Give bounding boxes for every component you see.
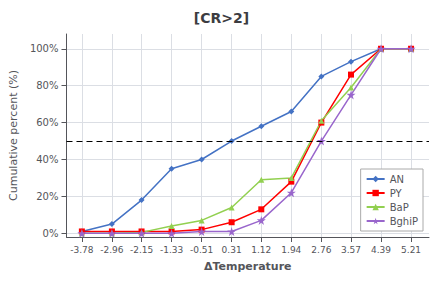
- svg-text:0%: 0%: [43, 228, 59, 239]
- svg-text:Cumulative percent (%): Cumulative percent (%): [7, 70, 20, 201]
- svg-text:BghiP: BghiP: [390, 216, 418, 227]
- svg-text:40%: 40%: [36, 154, 58, 165]
- svg-text:BaP: BaP: [390, 202, 409, 213]
- svg-text:AN: AN: [390, 174, 404, 185]
- svg-text:5.21: 5.21: [401, 245, 421, 255]
- svg-text:1.94: 1.94: [281, 245, 301, 255]
- svg-text:ΔTemperature: ΔTemperature: [204, 260, 292, 273]
- svg-text:-2.15: -2.15: [130, 245, 153, 255]
- svg-text:1.12: 1.12: [251, 245, 271, 255]
- svg-text:PY: PY: [390, 188, 403, 199]
- svg-text:3.57: 3.57: [341, 245, 361, 255]
- svg-text:[CR>2]: [CR>2]: [194, 10, 249, 26]
- svg-text:100%: 100%: [30, 43, 59, 54]
- svg-text:-1.33: -1.33: [160, 245, 183, 255]
- svg-text:4.39: 4.39: [371, 245, 391, 255]
- svg-text:-0.51: -0.51: [190, 245, 213, 255]
- svg-text:80%: 80%: [36, 80, 58, 91]
- svg-text:-3.78: -3.78: [70, 245, 94, 255]
- svg-text:0.31: 0.31: [222, 245, 242, 255]
- svg-text:60%: 60%: [36, 117, 58, 128]
- svg-text:-2.96: -2.96: [100, 245, 124, 255]
- svg-text:2.76: 2.76: [311, 245, 331, 255]
- svg-text:20%: 20%: [36, 191, 58, 202]
